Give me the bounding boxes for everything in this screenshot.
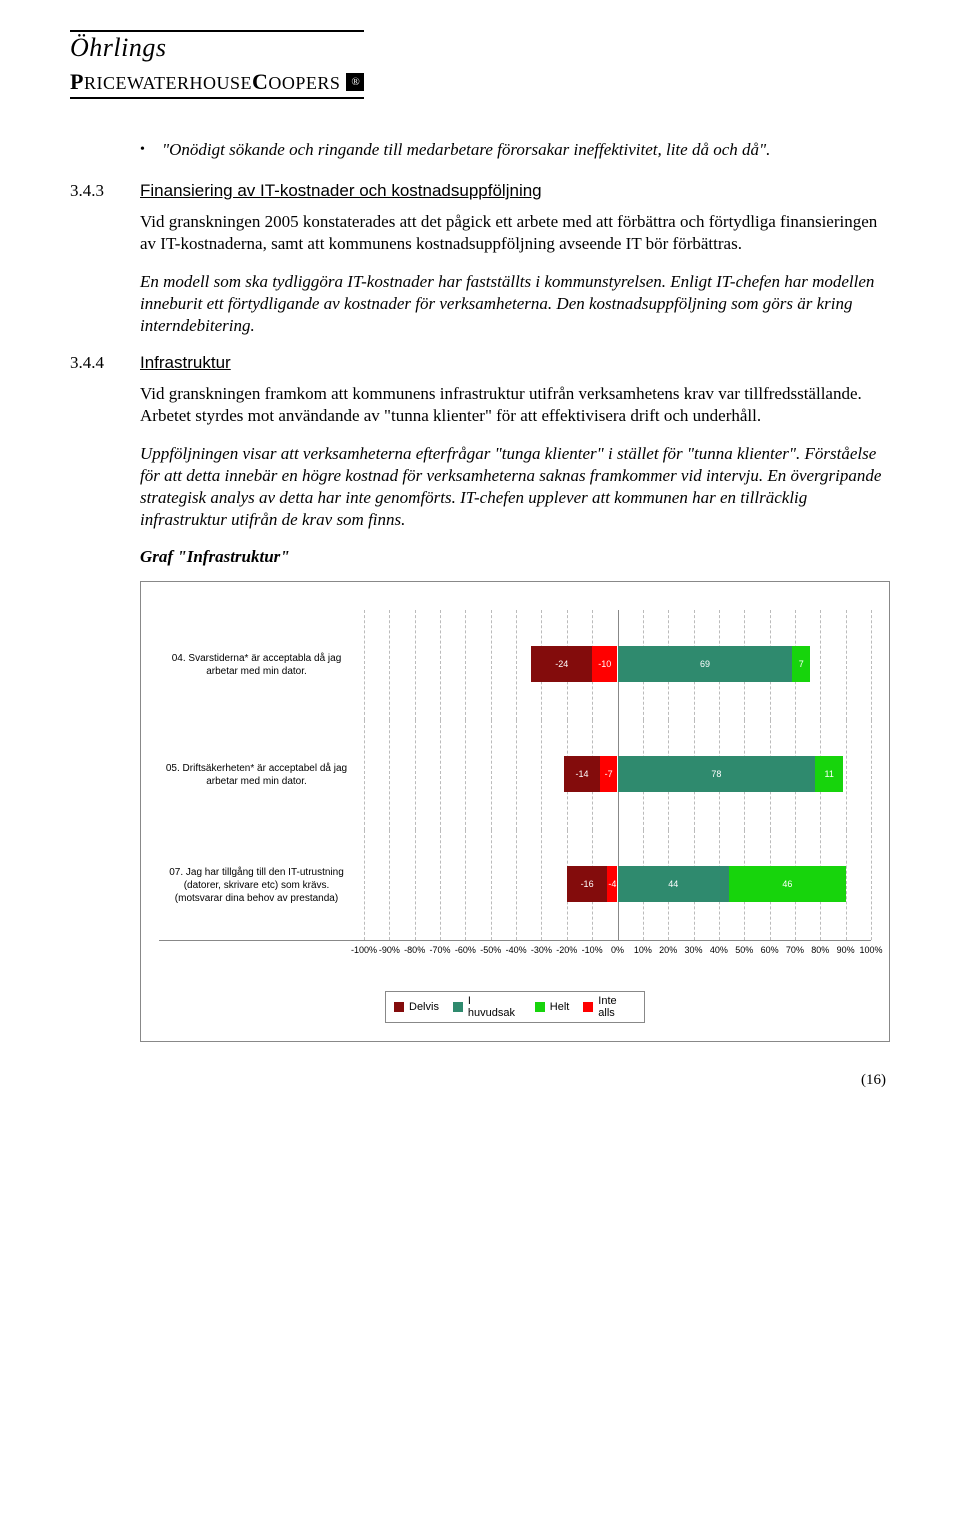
brand-logo: Öhrlings PRICEWATERHOUSECOOPERS ® — [70, 30, 364, 99]
axis-tick-label: 90% — [837, 945, 855, 955]
legend-swatch — [394, 1002, 404, 1012]
section-heading-343: 3.4.3 Finansiering av IT-kostnader och k… — [70, 181, 890, 201]
section-title: Infrastruktur — [140, 353, 231, 373]
infrastructure-chart: 04. Svarstiderna* är acceptabla då jag a… — [140, 581, 890, 1042]
legend-swatch — [583, 1002, 593, 1012]
legend-item: Delvis — [394, 995, 439, 1019]
legend-item: Helt — [535, 995, 570, 1019]
chart-row: 05. Driftsäkerheten* är acceptabel då ja… — [159, 720, 871, 830]
legend-swatch — [535, 1002, 545, 1012]
paragraph: Vid granskningen 2005 konstaterades att … — [140, 211, 890, 255]
axis-tick-label: 60% — [761, 945, 779, 955]
axis-tick-label: -80% — [404, 945, 425, 955]
chart-row-label: 07. Jag har tillgång till den IT-utrustn… — [159, 866, 364, 905]
bar-segment: -7 — [600, 756, 618, 792]
section-number: 3.4.3 — [70, 181, 140, 201]
section-heading-344: 3.4.4 Infrastruktur — [70, 353, 890, 373]
axis-tick-label: 10% — [634, 945, 652, 955]
axis-tick-label: -50% — [480, 945, 501, 955]
axis-tick-label: 30% — [685, 945, 703, 955]
legend-label: Delvis — [409, 1001, 439, 1013]
section-number: 3.4.4 — [70, 353, 140, 373]
x-axis-ticks: -100%-90%-80%-70%-60%-50%-40%-30%-20%-10… — [364, 945, 871, 961]
bullet-text: "Onödigt sökande och ringande till medar… — [162, 139, 890, 161]
axis-tick-label: 100% — [859, 945, 882, 955]
axis-tick-label: -90% — [379, 945, 400, 955]
logo-line-2-wrap: PRICEWATERHOUSECOOPERS ® — [70, 69, 364, 95]
trademark-icon: ® — [346, 73, 364, 91]
bar-segment: 44 — [618, 866, 730, 902]
axis-tick-label: 40% — [710, 945, 728, 955]
legend-item: Inte alls — [583, 995, 636, 1019]
x-axis: -100%-90% -80% -70% -60% -50% -40% -30% -20% -10… — [159, 945, 871, 961]
document-body: • "Onödigt sökande och ringande till med… — [70, 139, 890, 1042]
bar-segment: -10 — [592, 646, 617, 682]
chart-row-plot: -7-14 7811 — [364, 720, 871, 830]
bullet-item: • "Onödigt sökande och ringande till med… — [140, 139, 890, 161]
axis-tick-label: 20% — [659, 945, 677, 955]
paragraph-italic: Uppföljningen visar att verksamheterna e… — [140, 443, 890, 531]
legend-item: I huvudsak — [453, 995, 521, 1019]
bar-segment: -16 — [567, 866, 608, 902]
logo-line-1: Öhrlings — [70, 30, 364, 63]
chart-row-plot: -10-24 697 — [364, 610, 871, 720]
axis-tick-label: 70% — [786, 945, 804, 955]
paragraph-italic: En modell som ska tydliggöra IT-kostnade… — [140, 271, 890, 337]
chart-caption: Graf "Infrastruktur" — [140, 547, 890, 567]
logo-line-2: PRICEWATERHOUSECOOPERS — [70, 69, 340, 95]
chart-plot-area: 04. Svarstiderna* är acceptabla då jag a… — [159, 610, 871, 941]
axis-tick-label: -70% — [430, 945, 451, 955]
bar-segment: -4 — [607, 866, 617, 902]
chart-row: 07. Jag har tillgång till den IT-utrustn… — [159, 830, 871, 940]
axis-tick-label: -60% — [455, 945, 476, 955]
bullet-marker: • — [140, 139, 162, 161]
paragraph: Vid granskningen framkom att kommunens i… — [140, 383, 890, 427]
bar-segment: 78 — [618, 756, 816, 792]
chart-row-plot: -4-16 4446 — [364, 830, 871, 940]
axis-tick-label: 80% — [811, 945, 829, 955]
axis-tick-label: -10% — [582, 945, 603, 955]
bar-segment: -24 — [531, 646, 592, 682]
bar-segment: 11 — [815, 756, 843, 792]
chart-row-label: 05. Driftsäkerheten* är acceptabel då ja… — [159, 762, 364, 788]
bar-segment: -14 — [564, 756, 599, 792]
legend-label: Inte alls — [598, 995, 636, 1019]
legend-swatch — [453, 1002, 463, 1012]
bar-segment: 46 — [729, 866, 846, 902]
chart-legend: Delvis I huvudsak Helt Inte alls — [385, 991, 645, 1023]
axis-tick-label: 0% — [611, 945, 624, 955]
chart-row-label: 04. Svarstiderna* är acceptabla då jag a… — [159, 652, 364, 678]
axis-tick-label: -100% — [351, 945, 377, 955]
legend-label: I huvudsak — [468, 995, 521, 1019]
axis-tick-label: -20% — [556, 945, 577, 955]
chart-row: 04. Svarstiderna* är acceptabla då jag a… — [159, 610, 871, 720]
axis-tick-label: 50% — [735, 945, 753, 955]
bar-segment: 69 — [618, 646, 793, 682]
section-title: Finansiering av IT-kostnader och kostnad… — [140, 181, 542, 201]
page-number: (16) — [70, 1072, 890, 1089]
legend-label: Helt — [550, 1001, 570, 1013]
bar-segment: 7 — [792, 646, 810, 682]
axis-tick-label: -40% — [506, 945, 527, 955]
axis-tick-label: -30% — [531, 945, 552, 955]
